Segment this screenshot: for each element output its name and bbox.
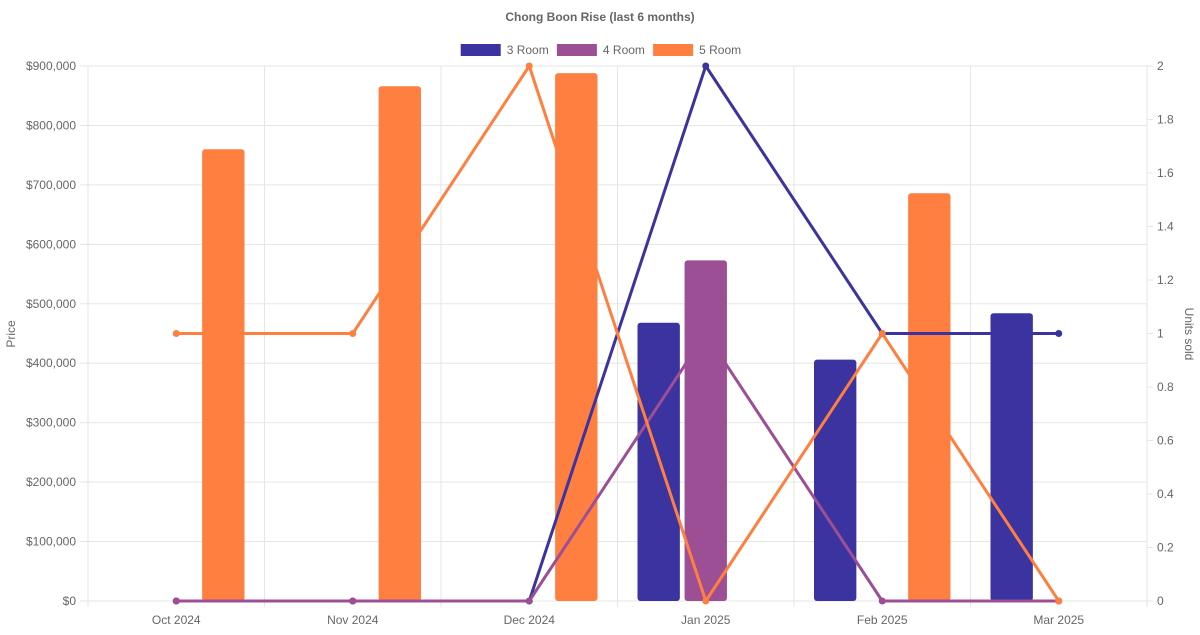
y-tick-label: $500,000 [26,297,76,311]
y2-tick-label: 0.6 [1157,434,1174,448]
legend[interactable]: 3 Room 4 Room 5 Room [460,43,741,57]
point-4-room [172,597,180,605]
point-4-room [525,597,533,605]
point-4-room [878,597,886,605]
point-5-room [702,597,710,605]
bar-4-room [684,260,727,601]
x-tick-label: Jan 2025 [681,613,731,627]
point-5-room [172,330,180,337]
point-5-room [525,62,533,70]
legend-label-4-room: 4 Room [603,43,645,57]
bar-5-room [555,73,598,602]
y-tick-label: $400,000 [26,356,76,370]
y2-axis-title: Units sold [1182,308,1196,361]
y2-tick-label: 1 [1157,327,1164,341]
y-tick-label: $900,000 [26,59,76,73]
bar-5-room [202,149,245,601]
y-tick-label: $700,000 [26,178,76,192]
y2-tick-label: 0.4 [1157,487,1174,501]
bar-3-room [990,313,1033,601]
y2-tick-label: 0.2 [1157,541,1174,555]
bar-5-room [908,193,951,601]
y-tick-label: $600,000 [26,237,76,251]
line-layer [172,62,1063,605]
point-3-room [702,62,710,70]
y-tick-label: $800,000 [26,118,76,132]
y2-tick-label: 0 [1157,594,1164,608]
legend-swatch-4-room [556,44,597,56]
legend-label-5-room: 5 Room [699,43,741,57]
x-tick-label: Dec 2024 [504,613,556,627]
line-5-room [176,64,1061,603]
point-3-room [1055,330,1063,337]
point-5-room [349,330,357,337]
y2-tick-label: 0.8 [1157,380,1174,394]
y2-tick-label: 2 [1157,59,1164,73]
x-tick-label: Mar 2025 [1033,613,1084,627]
axes: $0 $100,000 $200,000 $300,000 $400,000 $500,0… [26,59,1174,627]
chart-title: Chong Boon Rise (last 6 months) [505,10,694,24]
y2-tick-label: 1.6 [1157,166,1174,180]
bar-5-room [378,86,421,601]
bar-3-room [814,359,857,601]
y-axis-title: Price [4,320,18,348]
legend-swatch-3-room [460,44,501,56]
legend-swatch-5-room [653,44,694,56]
y2-tick-label: 1.2 [1157,273,1174,287]
point-5-room [878,330,886,337]
y-tick-label: $300,000 [26,416,76,430]
y-tick-label: $100,000 [26,535,76,549]
point-4-room [349,597,357,605]
legend-label-3-room: 3 Room [507,43,549,57]
x-tick-label: Nov 2024 [327,613,379,627]
point-4-room [702,330,710,337]
y-tick-label: $200,000 [26,475,76,489]
y2-tick-label: 1.4 [1157,220,1174,234]
y2-tick-label: 1.8 [1157,113,1174,127]
line-4-room [176,332,1059,603]
x-tick-label: Feb 2025 [857,613,908,627]
x-tick-label: Oct 2024 [152,613,201,627]
point-5-room [1055,597,1063,605]
y-tick-label: $0 [63,594,77,608]
